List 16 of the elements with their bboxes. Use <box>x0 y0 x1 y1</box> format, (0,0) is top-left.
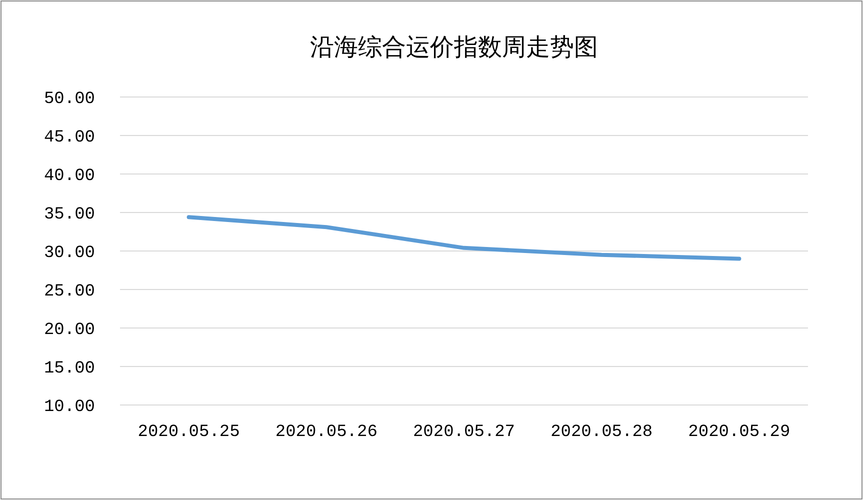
y-tick-label: 45.00 <box>44 128 95 148</box>
x-tick-label: 2020.05.25 <box>138 423 240 442</box>
y-tick-label: 35.00 <box>44 206 95 224</box>
x-tick-label: 2020.05.27 <box>412 423 516 442</box>
y-tick-label: 20.00 <box>44 321 95 340</box>
chart-title: 沿海综合运价指数周走势图 <box>310 33 598 61</box>
x-tick-label: 2020.05.29 <box>688 423 790 442</box>
y-tick-label: 25.00 <box>44 282 95 302</box>
x-tick-label: 2020.05.28 <box>550 423 653 442</box>
y-tick-label: 30.00 <box>44 244 95 263</box>
y-tick-label: 40.00 <box>44 167 95 186</box>
y-tick-label: 10.00 <box>44 398 95 417</box>
line-series <box>186 215 742 261</box>
y-tick-label: 15.00 <box>44 360 95 378</box>
x-tick-label: 2020.05.26 <box>275 423 378 442</box>
y-tick-label: 50.00 <box>44 90 95 109</box>
